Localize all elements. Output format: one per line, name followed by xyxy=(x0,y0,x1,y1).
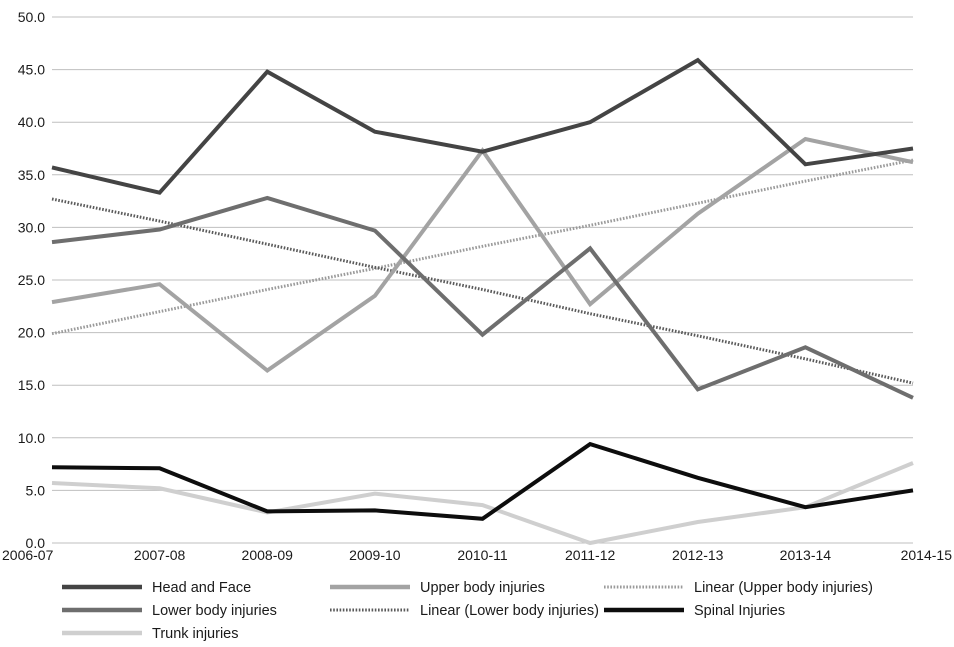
legend-label: Linear (Lower body injuries) xyxy=(420,603,599,619)
x-tick-label: 2012-13 xyxy=(672,547,724,563)
legend: Head and Face Upper body injuries Linear (… xyxy=(62,580,873,642)
y-tick-label: 50.0 xyxy=(18,9,45,25)
x-tick-label: 2010-11 xyxy=(457,547,508,563)
legend-label: Head and Face xyxy=(152,580,251,596)
series-line-head-and-face xyxy=(51,57,914,195)
gridlines xyxy=(52,16,913,491)
x-tick-label: 2007-08 xyxy=(134,547,186,563)
x-tick-label: 2011-12 xyxy=(565,547,616,563)
series-lines xyxy=(51,57,914,546)
y-tick-label: 25.0 xyxy=(18,272,45,288)
y-axis-tick-labels: 0.0 5.0 10.0 15.0 20.0 25.0 30.0 35.0 40.0 45.0 50… xyxy=(18,9,45,551)
legend-label: Linear (Upper body injuries) xyxy=(694,580,873,596)
x-tick-label: 2013-14 xyxy=(780,547,832,563)
y-tick-label: 0.0 xyxy=(26,535,46,551)
series-line-linear-lower-body-injuries xyxy=(51,197,914,385)
y-tick-label: 45.0 xyxy=(18,62,45,78)
series-line-trunk-injuries xyxy=(51,461,914,546)
y-tick-label: 5.0 xyxy=(26,482,46,498)
legend-label: Upper body injuries xyxy=(420,580,545,596)
x-tick-label: 2009-10 xyxy=(349,547,401,563)
y-tick-label: 30.0 xyxy=(18,219,45,235)
y-tick-label: 20.0 xyxy=(18,325,45,341)
series-line-spinal-injuries xyxy=(51,441,914,521)
series-line-lower-body-injuries xyxy=(51,195,914,400)
x-tick-label: 2006-07 xyxy=(2,547,54,563)
y-tick-label: 15.0 xyxy=(18,377,45,393)
x-tick-label: 2014-15 xyxy=(901,547,953,563)
series-line-linear-upper-body-injuries xyxy=(51,158,914,336)
y-tick-label: 35.0 xyxy=(18,167,45,183)
legend-label: Spinal Injuries xyxy=(694,603,785,619)
legend-label: Trunk injuries xyxy=(152,626,239,642)
legend-label: Lower body injuries xyxy=(152,603,277,619)
y-tick-label: 10.0 xyxy=(18,430,45,446)
y-tick-label: 40.0 xyxy=(18,114,45,130)
x-tick-label: 2008-09 xyxy=(242,547,294,563)
x-axis-tick-labels: 2006-07 2007-08 2008-09 2009-10 2010-11 2011-… xyxy=(2,547,952,563)
